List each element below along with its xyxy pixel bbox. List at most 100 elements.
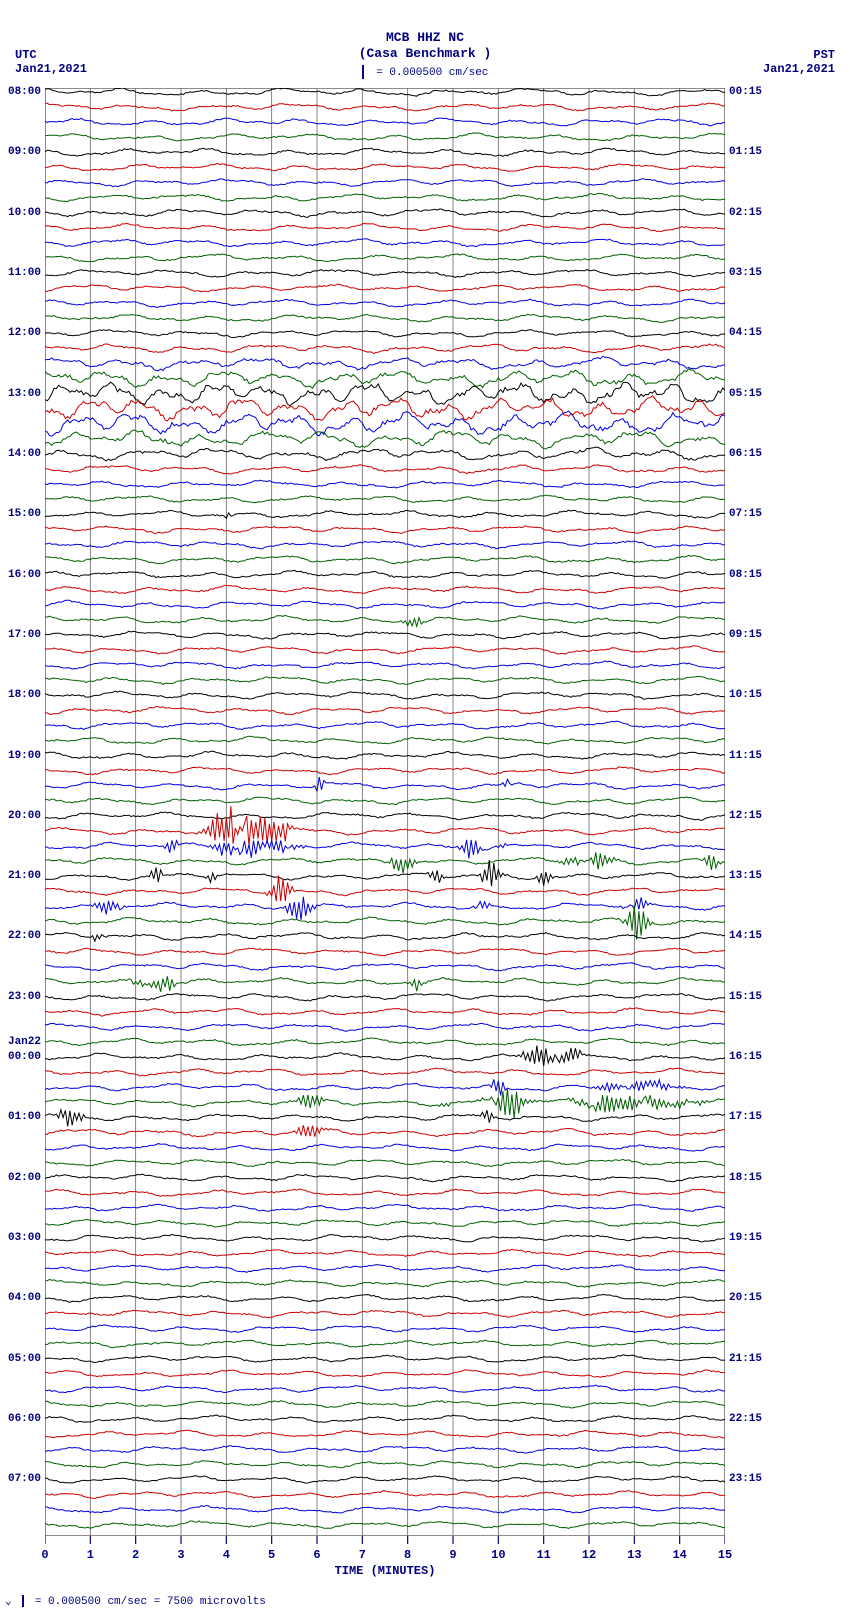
trace-line: [45, 933, 725, 942]
utc-time-label: 04:00: [8, 1292, 41, 1304]
utc-time-label: 13:00: [8, 388, 41, 400]
trace-line: [45, 1144, 725, 1152]
pst-time-label: 03:15: [729, 267, 762, 279]
utc-tz: UTC: [15, 48, 87, 62]
trace-line: [45, 1068, 725, 1076]
pst-time-label: 15:15: [729, 991, 762, 1003]
utc-time-label: Jan22: [8, 1036, 41, 1048]
utc-time-label: 18:00: [8, 689, 41, 701]
trace-line: [45, 1355, 725, 1363]
trace-line: [45, 396, 725, 421]
pst-time-label: 16:15: [729, 1051, 762, 1063]
pst-time-label: 08:15: [729, 569, 762, 581]
trace-line: [45, 1089, 725, 1119]
trace-line: [45, 812, 725, 820]
left-time-labels: 08:0009:0010:0011:0012:0013:0014:0015:00…: [0, 88, 43, 1536]
utc-time-label: 21:00: [8, 870, 41, 882]
pst-time-label: 04:15: [729, 327, 762, 339]
trace-line: [45, 751, 725, 759]
trace-line: [45, 948, 725, 956]
trace-line: [45, 1370, 725, 1377]
trace-line: [45, 344, 725, 354]
trace-line: [45, 1461, 725, 1468]
x-tick-label: 15: [718, 1548, 732, 1562]
trace-line: [45, 330, 725, 338]
pst-time-label: 09:15: [729, 629, 762, 641]
trace-line: [45, 615, 725, 626]
trace-line: [45, 676, 725, 684]
utc-time-label: 06:00: [8, 1413, 41, 1425]
footer-bar-icon: [22, 1595, 24, 1607]
utc-time-label: 19:00: [8, 750, 41, 762]
pst-time-label: 07:15: [729, 508, 762, 520]
trace-line: [45, 1125, 725, 1137]
x-tick-label: 13: [627, 1548, 641, 1562]
utc-time-label: 09:00: [8, 146, 41, 158]
trace-line: [45, 299, 725, 307]
trace-line: [45, 510, 725, 518]
utc-time-label: 12:00: [8, 327, 41, 339]
plot-area: [45, 88, 725, 1536]
trace-line: [45, 555, 725, 564]
trace-line: [45, 976, 725, 992]
pst-time-label: 11:15: [729, 750, 762, 762]
trace-line: [45, 526, 725, 534]
utc-label-block: UTC Jan21,2021: [15, 48, 87, 77]
utc-time-label: 11:00: [8, 267, 41, 279]
trace-line: [45, 447, 725, 461]
trace-line: [45, 1204, 725, 1211]
trace-line: [45, 646, 725, 654]
utc-time-label: 14:00: [8, 448, 41, 460]
trace-line: [45, 465, 725, 475]
trace-line: [45, 88, 725, 96]
trace-line: [45, 1174, 725, 1182]
pst-time-label: 17:15: [729, 1111, 762, 1123]
trace-line: [45, 103, 725, 111]
utc-time-label: 05:00: [8, 1353, 41, 1365]
trace-line: [45, 1023, 725, 1031]
trace-line: [45, 1521, 725, 1528]
trace-line: [45, 314, 725, 322]
trace-line: [45, 1430, 725, 1438]
trace-line: [45, 721, 725, 730]
utc-date: Jan21,2021: [15, 62, 87, 76]
pst-date: Jan21,2021: [763, 62, 835, 76]
pst-time-label: 18:15: [729, 1172, 762, 1184]
trace-line: [45, 270, 725, 278]
x-axis: TIME (MINUTES) 0123456789101112131415: [45, 1536, 725, 1586]
utc-time-label: 16:00: [8, 569, 41, 581]
trace-line: [45, 860, 725, 886]
trace-line: [45, 736, 725, 744]
x-tick-label: 6: [313, 1548, 320, 1562]
trace-line: [45, 541, 725, 549]
x-tick-label: 14: [672, 1548, 686, 1562]
trace-line: [45, 495, 725, 503]
utc-time-label: 02:00: [8, 1172, 41, 1184]
x-axis-title: TIME (MINUTES): [45, 1564, 725, 1578]
trace-line: [45, 570, 725, 578]
x-tick-marks: [45, 1536, 725, 1548]
pst-time-label: 23:15: [729, 1473, 762, 1485]
trace-line: [45, 1279, 725, 1287]
trace-line: [45, 284, 725, 292]
trace-line: [45, 1446, 725, 1453]
seismogram-container: MCB HHZ NC (Casa Benchmark ) = 0.000500 …: [0, 0, 850, 1613]
station-location: (Casa Benchmark ): [0, 46, 850, 62]
trace-line: [45, 209, 725, 217]
trace-line: [45, 133, 725, 141]
trace-line: [45, 193, 725, 202]
station-code: MCB HHZ NC: [0, 30, 850, 46]
trace-line: [45, 382, 725, 406]
utc-time-label: 15:00: [8, 508, 41, 520]
footer-text: = 0.000500 cm/sec = 7500 microvolts: [35, 1596, 266, 1608]
trace-line: [45, 179, 725, 187]
trace-line: [45, 1325, 725, 1333]
trace-line: [45, 1110, 725, 1127]
trace-line: [45, 480, 725, 488]
utc-time-label: 07:00: [8, 1473, 41, 1485]
x-tick-label: 0: [41, 1548, 48, 1562]
x-tick-label: 2: [132, 1548, 139, 1562]
trace-line: [45, 1249, 725, 1256]
scale-indicator: = 0.000500 cm/sec: [362, 65, 489, 79]
utc-time-label: 00:00: [8, 1051, 41, 1063]
